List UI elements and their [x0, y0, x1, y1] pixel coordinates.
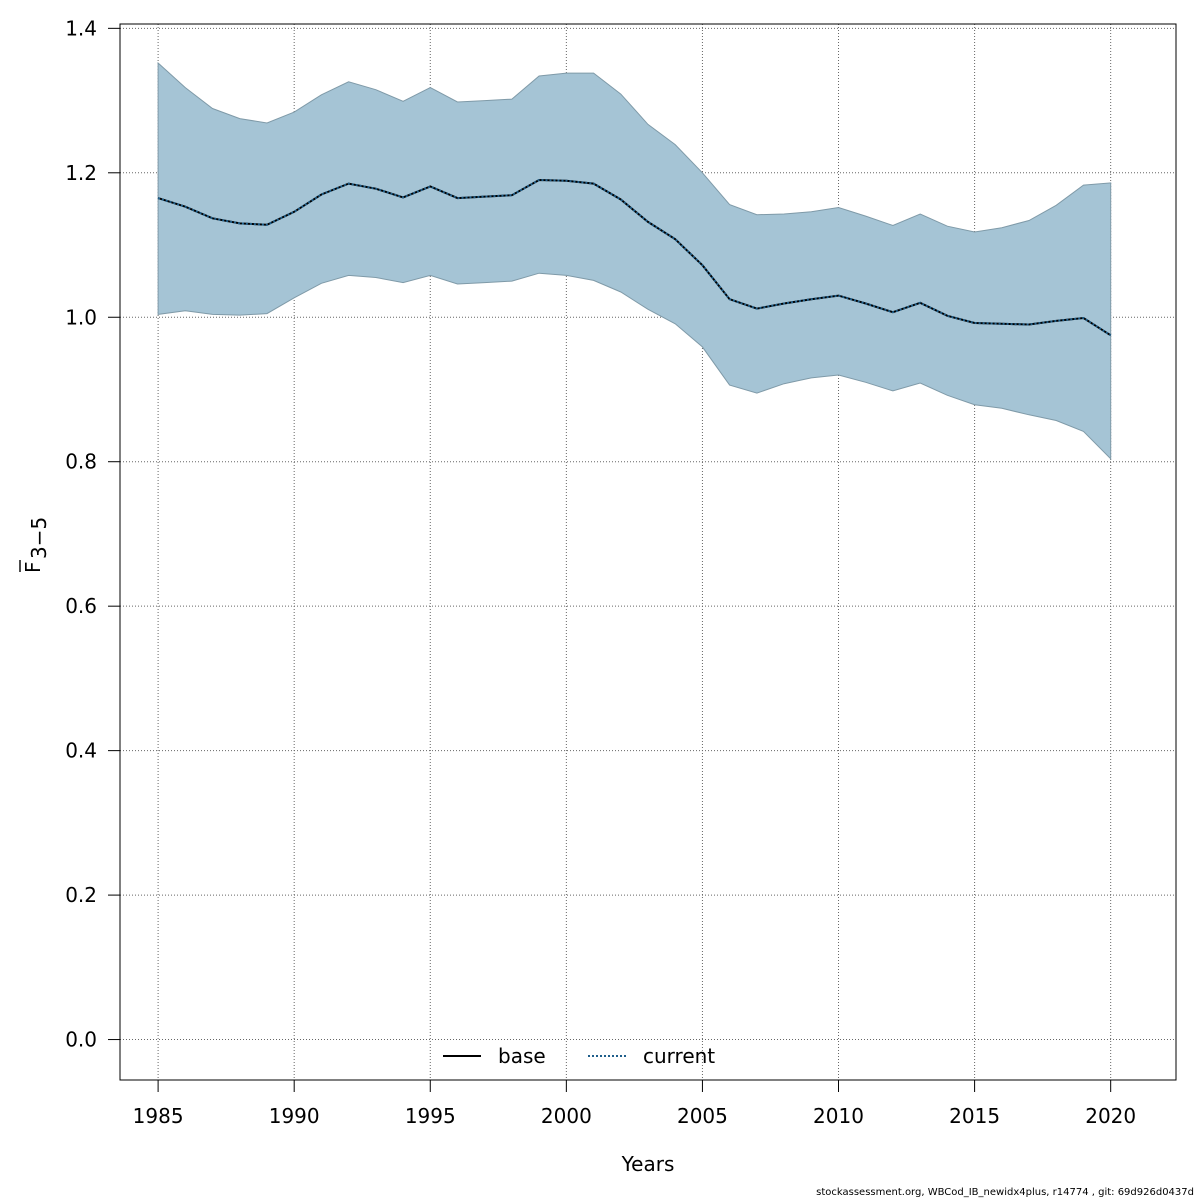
x-tick-label-2010: 2010: [813, 1104, 864, 1128]
y-tick-label-1: 0.2: [65, 883, 97, 907]
footer-credit: stockassessment.org, WBCod_IB_newidx4plu…: [816, 1187, 1194, 1198]
y-tick-label-2: 0.4: [65, 739, 97, 763]
x-tick-label-1985: 1985: [133, 1104, 184, 1128]
x-axis: 1985 1990 1995 2000 2005 2010 2015 2020: [133, 1079, 1136, 1128]
y-axis-title-main: F: [21, 561, 45, 573]
y-tick-label-7: 1.4: [65, 16, 97, 40]
x-tick-label-2015: 2015: [949, 1104, 1000, 1128]
x-tick-label-1995: 1995: [405, 1104, 456, 1128]
x-tick-label-2020: 2020: [1085, 1104, 1136, 1128]
y-tick-label-6: 1.2: [65, 161, 97, 185]
confidence-band-layer: [157, 61, 1112, 461]
series-line-current: [157, 178, 1112, 337]
y-tick-label-4: 0.8: [65, 450, 97, 474]
x-tick-label-1990: 1990: [269, 1104, 320, 1128]
series-lines-layer: [157, 178, 1112, 337]
confidence-band: [157, 61, 1112, 461]
y-axis-title: F 3−5: [19, 517, 51, 573]
y-tick-label-3: 0.6: [65, 594, 97, 618]
y-tick-label-5: 1.0: [65, 305, 97, 329]
grid-lines: [120, 24, 1176, 1080]
y-tick-label-0: 0.0: [65, 1028, 97, 1052]
x-axis-title: Years: [621, 1152, 675, 1176]
legend: base current: [443, 1044, 715, 1068]
y-axis: 0.0 0.2 0.4 0.6 0.8 1.0 1.2 1.4: [65, 16, 121, 1052]
y-axis-title-sub: 3−5: [27, 517, 51, 559]
legend-label-base: base: [498, 1044, 546, 1068]
x-tick-label-2000: 2000: [541, 1104, 592, 1128]
legend-label-current: current: [643, 1044, 715, 1068]
x-tick-label-2005: 2005: [677, 1104, 728, 1128]
